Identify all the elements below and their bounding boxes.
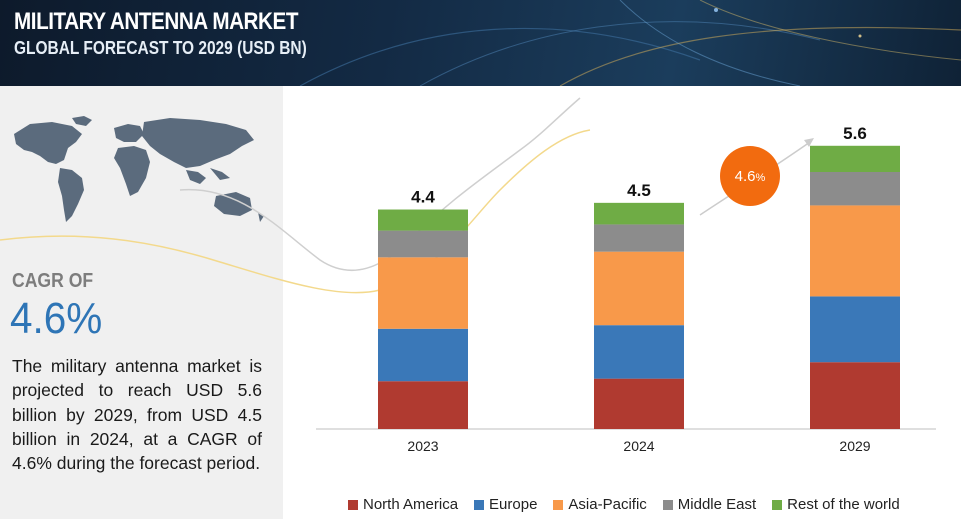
bar-segment-north-america-2024 bbox=[594, 378, 684, 429]
x-tick-label-2024: 2024 bbox=[623, 438, 654, 454]
bar-segment-europe-2023 bbox=[378, 328, 468, 382]
growth-badge-circle bbox=[720, 146, 780, 206]
bar-segment-asia-pacific-2024 bbox=[594, 251, 684, 326]
bar-segment-middle-east-2029 bbox=[810, 172, 900, 206]
header-banner: MILITARY ANTENNA MARKET GLOBAL FORECAST … bbox=[0, 0, 961, 86]
x-tick-label-2029: 2029 bbox=[839, 438, 870, 454]
page-subtitle: GLOBAL FORECAST TO 2029 (USD BN) bbox=[14, 38, 307, 58]
legend-label: North America bbox=[363, 496, 459, 513]
bar-segment-europe-2029 bbox=[810, 296, 900, 363]
bar-segment-asia-pacific-2029 bbox=[810, 205, 900, 297]
legend-label: Rest of the world bbox=[787, 496, 900, 513]
legend-swatch bbox=[348, 499, 358, 510]
bar-segment-north-america-2023 bbox=[378, 381, 468, 429]
legend-label: Asia-Pacific bbox=[568, 496, 647, 513]
legend-swatch bbox=[662, 499, 673, 510]
bar-segment-rest-of-the-world-2023 bbox=[378, 209, 468, 231]
growth-badge-value: 4.6 bbox=[735, 168, 756, 185]
legend-label: Europe bbox=[489, 496, 538, 513]
growth-badge-label: 4.6% bbox=[735, 168, 766, 185]
legend-item-rest-of-the-world: Rest of the world bbox=[772, 496, 900, 513]
bar-segment-europe-2024 bbox=[594, 325, 684, 379]
legend-swatch bbox=[474, 499, 485, 510]
legend-label: Middle East bbox=[677, 496, 757, 513]
page-title: MILITARY ANTENNA MARKET bbox=[14, 8, 299, 35]
bar-total-label-2024: 4.5 bbox=[627, 181, 651, 200]
x-tick-label-2023: 2023 bbox=[407, 438, 438, 454]
header-background-graphic bbox=[299, 0, 961, 86]
bar-segment-middle-east-2023 bbox=[378, 230, 468, 258]
bar-segment-north-america-2029 bbox=[810, 362, 900, 429]
market-description: The military antenna market is projected… bbox=[12, 356, 262, 474]
bar-total-label-2023: 4.4 bbox=[411, 188, 435, 207]
growth-arrow-head bbox=[804, 138, 814, 147]
bar-segment-middle-east-2024 bbox=[594, 224, 684, 252]
legend-swatch bbox=[553, 499, 564, 510]
bar-segment-asia-pacific-2023 bbox=[378, 257, 468, 329]
legend-item-north-america: North America bbox=[348, 496, 458, 513]
bar-segment-rest-of-the-world-2024 bbox=[594, 202, 684, 225]
cagr-value: 4.6% bbox=[10, 294, 103, 343]
world-map-icon bbox=[14, 116, 264, 222]
legend-swatch bbox=[772, 499, 783, 510]
decorative-curve-gold bbox=[0, 129, 591, 294]
legend-item-middle-east: Middle East bbox=[662, 496, 757, 513]
cagr-label: CAGR OF bbox=[12, 270, 94, 292]
legend-item-europe: Europe bbox=[474, 496, 537, 513]
growth-badge-unit: % bbox=[756, 172, 766, 184]
legend-item-asia-pacific: Asia-Pacific bbox=[553, 496, 647, 513]
bar-segment-rest-of-the-world-2029 bbox=[810, 145, 900, 172]
growth-badge: 4.6% bbox=[720, 146, 780, 206]
chart-legend: North America Europe Asia-Pacific Middle Ea… bbox=[348, 496, 916, 513]
bar-total-label-2029: 5.6 bbox=[843, 124, 867, 143]
